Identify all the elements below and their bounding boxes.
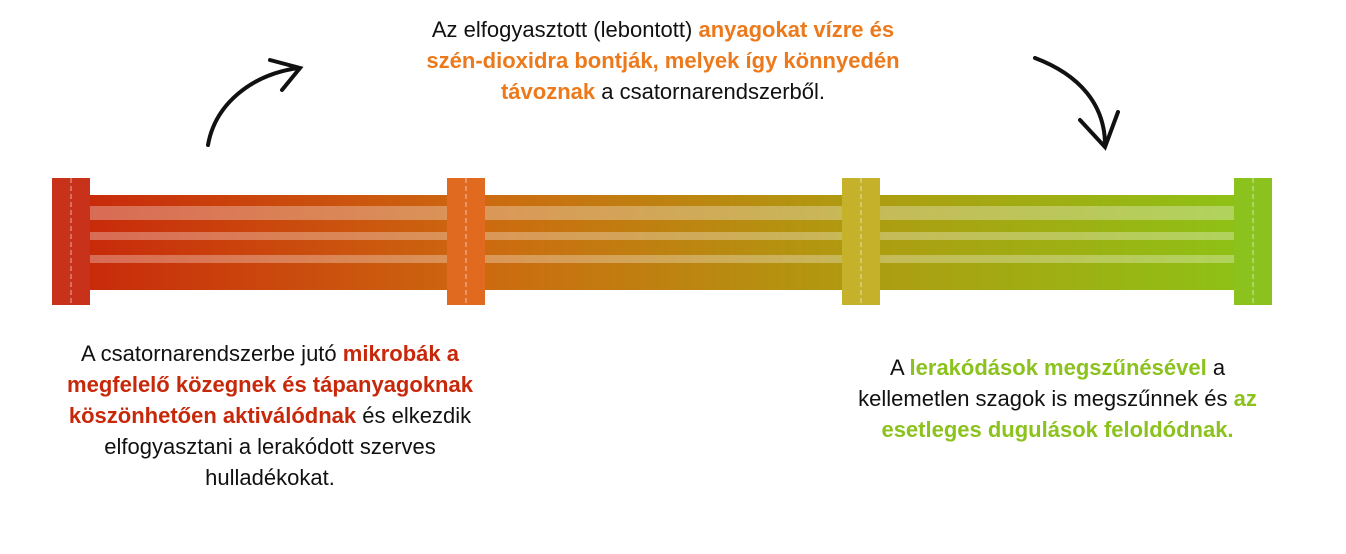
highlight-text: anyagokat vízre és szén-dioxidra bontják… [426,17,900,104]
highlight-text: lerakódások megszűnésével [909,355,1207,380]
right-text: A lerakódások megszűnésével a kellemetle… [850,352,1265,445]
text: Az elfogyasztott (lebontott) [431,17,693,42]
text: A [889,355,904,380]
top-text: Az elfogyasztott (lebontott) anyagokat v… [413,14,913,107]
flanges [52,178,1272,305]
highlight-text: mikrobák a megfelelő közegnek és tápanya… [67,341,473,428]
pipe-highlights [60,206,1270,263]
left-text: A csatornarendszerbe jutó mikrobák a meg… [55,338,485,493]
text: a csatornarendszerből. [601,79,826,104]
pipe [60,195,1270,290]
text: és elkezdik elfogyasztani a lerakódott s… [104,403,472,490]
text: A csatornarendszerbe jutó [81,341,337,366]
arrows [206,56,1120,151]
highlight-text: az esetleges dugulások feloldódnak. [881,386,1257,442]
text: a kellemetlen szagok is megszűnnek és [858,355,1228,411]
